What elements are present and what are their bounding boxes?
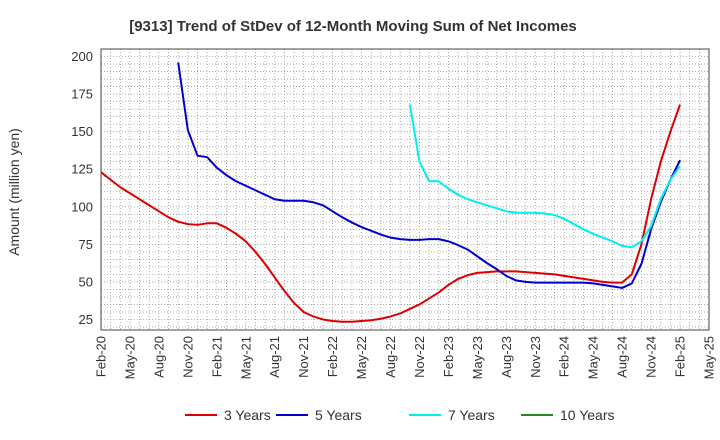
x-tick-label: May-21 bbox=[238, 336, 253, 379]
legend-label: 3 Years bbox=[224, 407, 271, 423]
x-tick-label: May-20 bbox=[122, 336, 137, 379]
legend-item: 5 Years bbox=[276, 407, 362, 423]
x-tick-label: Aug-21 bbox=[267, 336, 282, 378]
y-tick-label: 125 bbox=[71, 162, 93, 177]
chart-title: [9313] Trend of StDev of 12-Month Moving… bbox=[129, 18, 577, 35]
x-tick-label: Feb-21 bbox=[209, 336, 224, 377]
y-tick-label: 50 bbox=[79, 274, 93, 289]
legend-item: 3 Years bbox=[185, 407, 271, 423]
series-line-3-years bbox=[100, 104, 681, 323]
y-tick-label: 200 bbox=[71, 49, 93, 64]
x-tick-label: Nov-22 bbox=[412, 336, 427, 378]
legend-item: 10 Years bbox=[521, 407, 615, 423]
x-tick-label: May-22 bbox=[354, 336, 369, 379]
y-tick-label: 150 bbox=[71, 124, 93, 139]
x-tick-label: Nov-20 bbox=[180, 336, 195, 378]
legend-label: 7 Years bbox=[448, 407, 495, 423]
x-tick-label: Aug-24 bbox=[615, 336, 630, 378]
x-tick-label: Nov-23 bbox=[528, 336, 543, 378]
x-tick-label: Nov-24 bbox=[644, 336, 659, 378]
x-tick-label: Aug-23 bbox=[499, 336, 514, 378]
y-tick-label: 175 bbox=[71, 87, 93, 102]
legend-label: 5 Years bbox=[315, 407, 362, 423]
x-tick-label: Aug-20 bbox=[151, 336, 166, 378]
series-line-5-years bbox=[177, 62, 681, 289]
plot-area: 25 50 75 100 125 150 175 200 Feb-20 May-20 Aug-20 N… bbox=[71, 48, 717, 379]
x-tick-label: Aug-22 bbox=[383, 336, 398, 378]
plot-frame bbox=[100, 48, 710, 331]
y-tick-label: 100 bbox=[71, 199, 93, 214]
x-tick-label: Feb-23 bbox=[441, 336, 456, 377]
legend-label: 10 Years bbox=[560, 407, 615, 423]
series-line-7-years bbox=[408, 104, 681, 249]
x-tick-label: Feb-20 bbox=[94, 336, 109, 377]
x-tick-label: Feb-25 bbox=[673, 336, 688, 377]
y-tick-label: 75 bbox=[79, 237, 93, 252]
legend-item: 7 Years bbox=[409, 407, 495, 423]
y-axis-label: Amount (million yen) bbox=[6, 128, 22, 256]
x-tick-label: May-24 bbox=[586, 336, 601, 379]
y-tick-label: 25 bbox=[79, 312, 93, 327]
x-tick-label: Nov-21 bbox=[296, 336, 311, 378]
x-tick-label: Feb-22 bbox=[325, 336, 340, 377]
x-tick-label: May-23 bbox=[470, 336, 485, 379]
x-tick-label: Feb-24 bbox=[557, 336, 572, 377]
x-tick-label: May-25 bbox=[702, 336, 717, 379]
legend: 3 Years 5 Years 7 Years 10 Years bbox=[185, 407, 615, 423]
